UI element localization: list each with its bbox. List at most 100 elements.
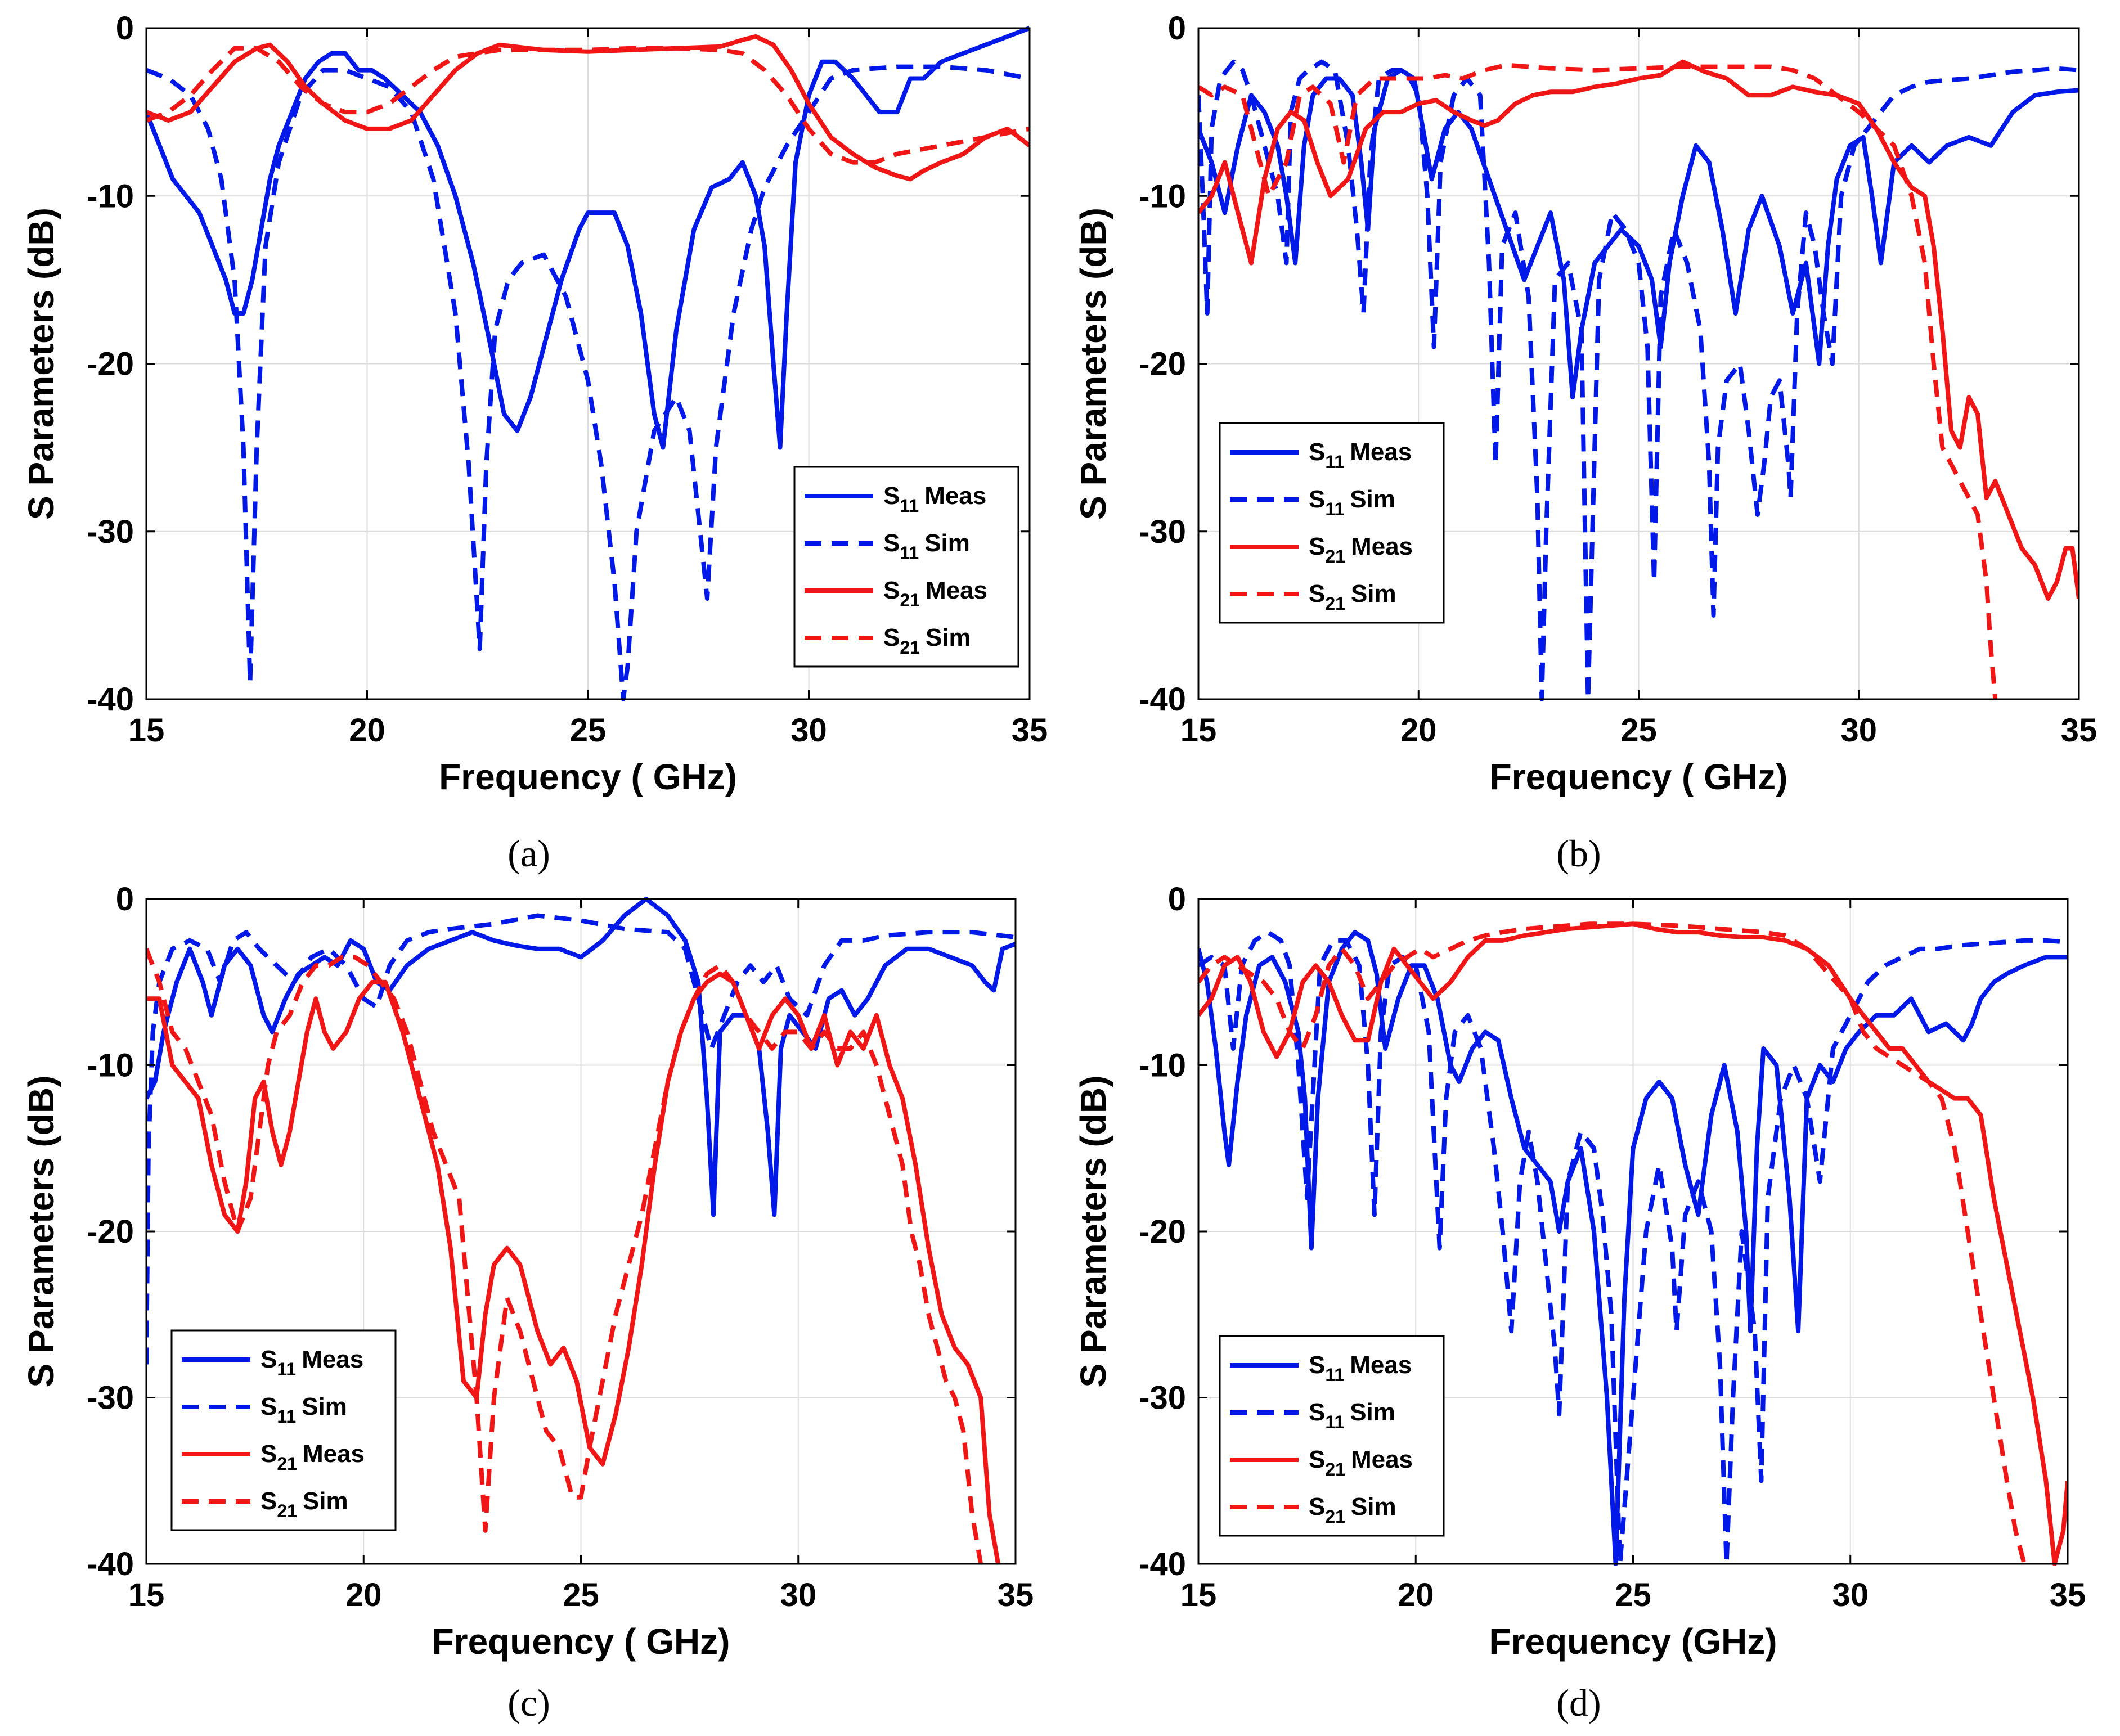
legend: S11 Meas S11 Sim S21 Meas S21 Sim (1219, 1335, 1445, 1537)
panel-b-caption: (b) (1556, 832, 1601, 875)
panel-d: 15 20 25 30 35 0 -10 -20 -30 -40 Frequency (GHz) S … (1073, 881, 2086, 1662)
x-tick-label: 15 (1180, 1577, 1217, 1613)
legend-box (793, 466, 1019, 668)
x-tick-label: 25 (1620, 712, 1657, 749)
y-tick-label: -30 (87, 1380, 134, 1416)
legend-box (1219, 422, 1445, 624)
series-line-s21-meas (1198, 59, 2079, 601)
panel-b: 15 20 25 30 35 0 -10 -20 -30 -40 Frequency ( GHz) S… (1073, 10, 2097, 797)
series-line-s11-meas (1198, 930, 2068, 1566)
series-line-s21-sim (1198, 921, 2027, 1565)
y-axis-label: S Parameters (dB) (21, 208, 61, 520)
legend-box (170, 1329, 397, 1531)
series-line-s21-meas (1198, 921, 2068, 1566)
y-tick-label: -40 (1139, 1546, 1186, 1582)
legend: S11 Meas S11 Sim S21 Meas S21 Sim (170, 1329, 397, 1531)
series-group (1198, 921, 2068, 1566)
series-group (146, 897, 1016, 1564)
y-axis-label: S Parameters (dB) (21, 1076, 61, 1388)
x-tick-label: 20 (345, 1577, 382, 1613)
legend-label: S21 Meas (1309, 533, 1413, 566)
x-tick-label: 20 (1398, 1577, 1434, 1613)
legend-label: S11 Meas (1309, 438, 1412, 472)
x-tick-label: 20 (349, 712, 385, 749)
legend-label: S11 Sim (883, 529, 970, 563)
series-line-s11-sim (146, 64, 1030, 701)
y-axis-label: S Parameters (dB) (1073, 208, 1113, 520)
legend-label: S11 Meas (260, 1346, 363, 1379)
y-tick-label: 0 (116, 881, 134, 918)
x-tick-label: 30 (780, 1577, 816, 1613)
x-tick-label: 15 (128, 1577, 165, 1613)
x-tick-label: 20 (1400, 712, 1437, 749)
legend-label: S11 Sim (1309, 1398, 1395, 1432)
x-tick-label: 25 (1615, 1577, 1651, 1613)
legend-label: S11 Sim (260, 1393, 347, 1427)
series-line-s21-meas (146, 972, 1001, 1564)
panel-a: 15 20 25 30 35 0 -10 -20 -30 -40 Frequency ( GHz) S… (21, 10, 1048, 797)
x-axis-label: Frequency (GHz) (1489, 1621, 1777, 1662)
series-line-s21-sim (146, 46, 1030, 165)
legend-box (1219, 1335, 1445, 1537)
x-tick-label: 15 (1180, 712, 1217, 749)
x-axis-label: Frequency ( GHz) (1490, 757, 1788, 797)
legend-label: S11 Sim (1309, 485, 1395, 519)
series-line-s11-meas (1198, 68, 2079, 400)
y-tick-label: 0 (116, 10, 134, 47)
x-axis-label: Frequency ( GHz) (439, 757, 737, 797)
panel-d-caption: (d) (1556, 1681, 1601, 1724)
series-line-s11-sim (1198, 59, 2079, 701)
x-tick-label: 35 (2050, 1577, 2086, 1613)
y-axis-label: S Parameters (dB) (1073, 1076, 1113, 1388)
legend-label: S21 Meas (883, 577, 987, 610)
legend-label: S21 Meas (1309, 1446, 1413, 1479)
y-tick-label: -10 (1139, 178, 1186, 214)
panel-a-caption: (a) (507, 832, 550, 875)
y-tick-label: -20 (1139, 1213, 1186, 1250)
y-tick-label: -20 (1139, 346, 1186, 383)
x-axis-label: Frequency ( GHz) (432, 1621, 730, 1662)
legend: S11 Meas S11 Sim S21 Meas S21 Sim (1219, 422, 1445, 624)
y-tick-label: -30 (1139, 1380, 1186, 1416)
x-tick-label: 35 (998, 1577, 1034, 1613)
y-tick-label: -10 (1139, 1047, 1186, 1084)
series-line-s21-sim (1198, 62, 1998, 700)
series-line-s11-sim (1198, 930, 2068, 1566)
series-group (1198, 59, 2079, 701)
x-tick-label: 35 (2061, 712, 2097, 749)
legend-label: S21 Sim (1309, 1493, 1396, 1527)
y-tick-label: -30 (87, 514, 134, 550)
legend-label: S21 Sim (260, 1487, 348, 1521)
series-group (146, 26, 1030, 701)
y-tick-label: -30 (1139, 514, 1186, 550)
legend-label: S11 Meas (883, 482, 986, 516)
y-tick-label: -20 (87, 346, 134, 383)
legend-label: S21 Sim (883, 624, 971, 658)
x-tick-label: 30 (1840, 712, 1877, 749)
y-tick-label: -40 (87, 681, 134, 718)
legend-label: S11 Meas (1309, 1351, 1412, 1385)
series-line-s21-meas (146, 34, 1030, 182)
y-tick-label: -10 (87, 178, 134, 214)
series-line-s11-sim (146, 913, 1016, 1365)
y-tick-label: -10 (87, 1047, 134, 1084)
y-tick-label: -40 (1139, 681, 1186, 718)
y-tick-label: 0 (1168, 10, 1186, 47)
x-tick-label: 15 (128, 712, 165, 749)
legend-label: S21 Sim (1309, 580, 1396, 614)
x-tick-label: 35 (1012, 712, 1048, 749)
panel-c-caption: (c) (507, 1681, 550, 1724)
y-tick-label: -20 (87, 1213, 134, 1250)
y-tick-label: -40 (87, 1546, 134, 1582)
series-line-s11-meas (146, 897, 1016, 1217)
x-tick-label: 30 (1832, 1577, 1869, 1613)
x-tick-label: 25 (570, 712, 607, 749)
series-line-s21-sim (146, 948, 983, 1564)
legend-label: S21 Meas (260, 1440, 365, 1474)
series-line-s11-meas (146, 26, 1030, 450)
x-tick-label: 30 (790, 712, 827, 749)
legend: S11 Meas S11 Sim S21 Meas S21 Sim (793, 466, 1019, 668)
panel-c: 15 20 25 30 35 0 -10 -20 -30 -40 Frequency ( GHz) S… (21, 881, 1034, 1662)
y-tick-label: 0 (1168, 881, 1186, 918)
